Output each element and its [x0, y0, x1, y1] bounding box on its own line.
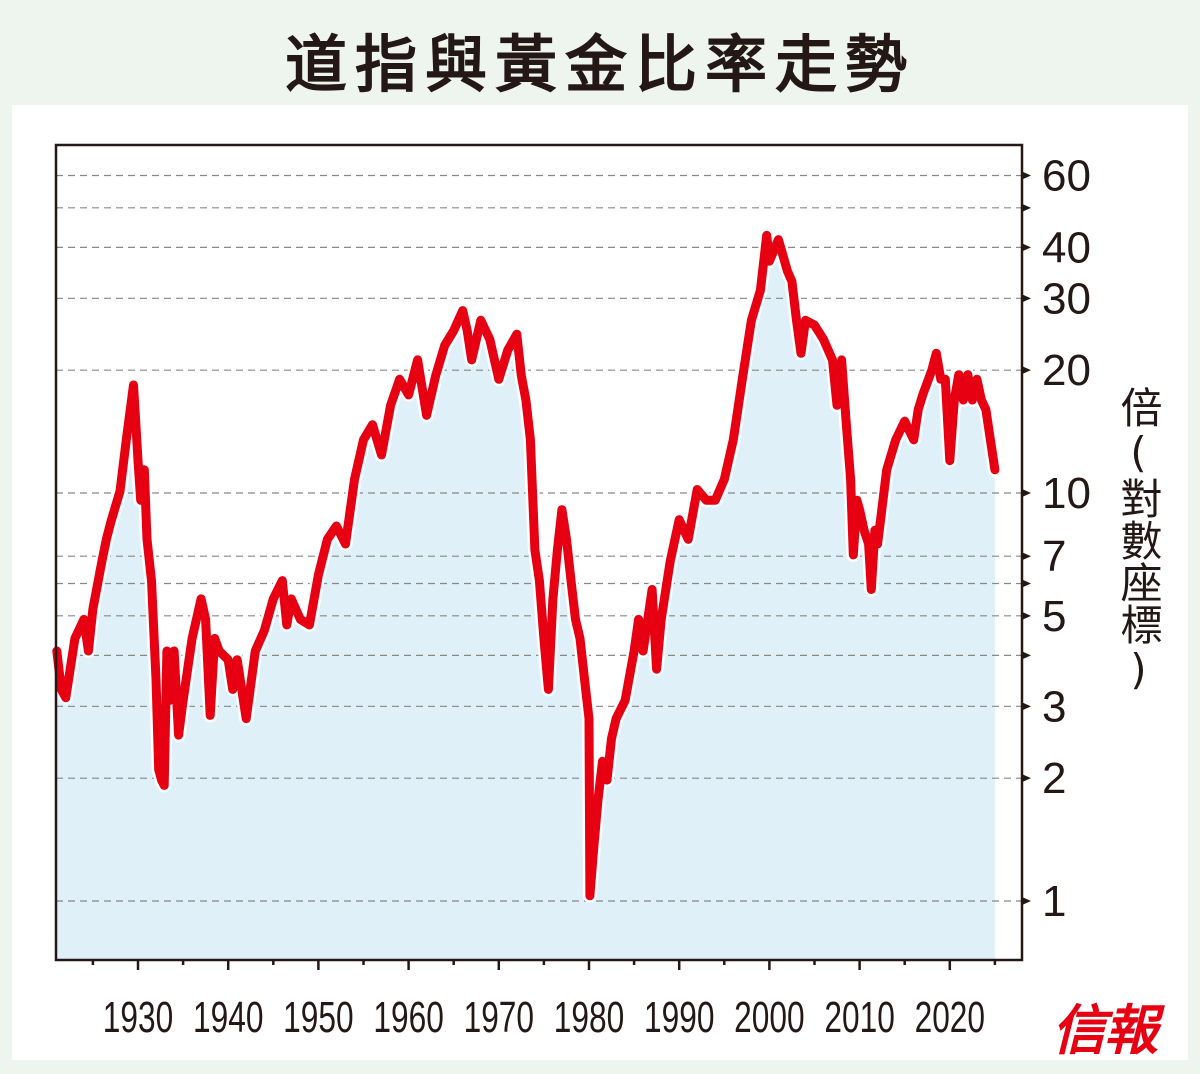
- y-tick-label: 10: [1042, 469, 1091, 518]
- y-tick-label: 3: [1042, 682, 1066, 731]
- series-line: [52, 230, 1000, 901]
- y-tick-label: 30: [1042, 274, 1091, 323]
- y-tick: [1022, 702, 1031, 711]
- x-tick-label: 1980: [554, 993, 624, 1042]
- x-tick-label: 1960: [373, 993, 443, 1042]
- y-tick: [1022, 897, 1031, 905]
- chart-title: 道指與黃金比率走勢: [284, 28, 915, 101]
- y-tick: [1022, 366, 1031, 375]
- x-tick-label: 2010: [824, 993, 894, 1042]
- y-tick: [1022, 552, 1031, 561]
- y-tick: [1022, 489, 1031, 497]
- y-tick: [1022, 774, 1031, 783]
- x-tick-label: 1940: [193, 993, 263, 1042]
- x-tick-label: 1930: [103, 993, 173, 1042]
- y-tick: [1022, 203, 1031, 212]
- x-tick-label: 1950: [283, 993, 353, 1042]
- x-tick-label: 1990: [644, 993, 714, 1042]
- y-tick-label: 60: [1042, 152, 1091, 201]
- x-tick-label: 1970: [464, 993, 534, 1042]
- y-tick: [1022, 579, 1031, 588]
- hkej-logo: 信報: [1052, 998, 1158, 1062]
- y-tick: [1022, 171, 1031, 180]
- y-tick-label: 1: [1042, 877, 1066, 926]
- y-tick-label: 2: [1042, 754, 1066, 803]
- x-tick-label: 2000: [734, 993, 804, 1042]
- y-tick-label: 20: [1042, 346, 1091, 395]
- area-fill: [56, 235, 995, 960]
- y-tick-label: 5: [1042, 592, 1066, 641]
- y-tick: [1022, 651, 1031, 660]
- y-tick-label: 7: [1042, 532, 1066, 581]
- y-tick: [1022, 611, 1031, 620]
- x-tick-label: 2020: [915, 993, 985, 1042]
- y-tick: [1022, 243, 1031, 252]
- y-axis-label: 倍(對數座標): [1114, 386, 1163, 694]
- y-tick-label: 40: [1042, 223, 1091, 272]
- y-tick: [1022, 294, 1031, 303]
